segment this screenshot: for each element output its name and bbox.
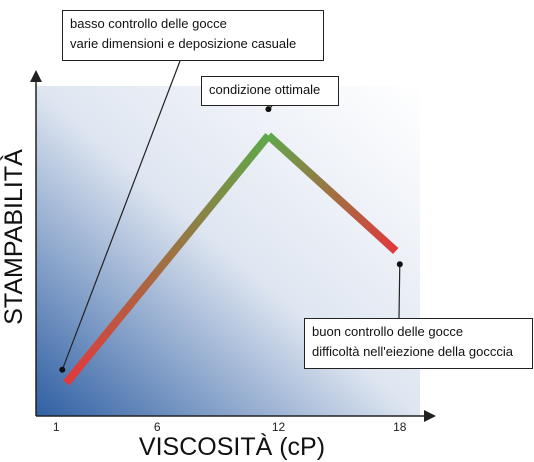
data-points — [59, 106, 403, 373]
annotation-point-high — [396, 261, 403, 268]
callout-low-line-1: basso controllo delle gocce — [70, 16, 227, 31]
callout-high-line-1: buon controllo delle gocce — [312, 324, 464, 339]
x-tick-label-6: 6 — [154, 420, 161, 434]
annotation-point-optimal — [265, 106, 272, 113]
callout-low-viscosity: basso controllo delle gocce varie dimens… — [62, 10, 324, 61]
annotation-point-low — [59, 366, 66, 373]
leader-line-low — [61, 60, 181, 371]
y-axis-title: STAMPABILITÀ — [0, 149, 28, 325]
x-tick-label-18: 18 — [393, 420, 407, 434]
line-segment-rising — [63, 132, 272, 386]
x-tick-label-12: 12 — [272, 420, 286, 434]
callout-high-line-2: difficoltà nell'eiezione della gocccia — [312, 344, 513, 359]
x-axis-title: VISCOSITÀ (cP) — [139, 432, 325, 461]
x-ticks: 1 6 12 18 — [53, 420, 407, 434]
callout-low-line-2: varie dimensioni e deposizione casuale — [70, 36, 297, 51]
callout-optimal: condizione ottimale — [201, 76, 339, 106]
callout-high-viscosity: buon controllo delle gocce difficoltà ne… — [304, 318, 533, 369]
leader-line-high — [398, 264, 401, 319]
line-segment-falling — [265, 132, 399, 254]
x-tick-label-1: 1 — [53, 420, 60, 434]
callout-optimal-line-1: condizione ottimale — [209, 82, 321, 97]
